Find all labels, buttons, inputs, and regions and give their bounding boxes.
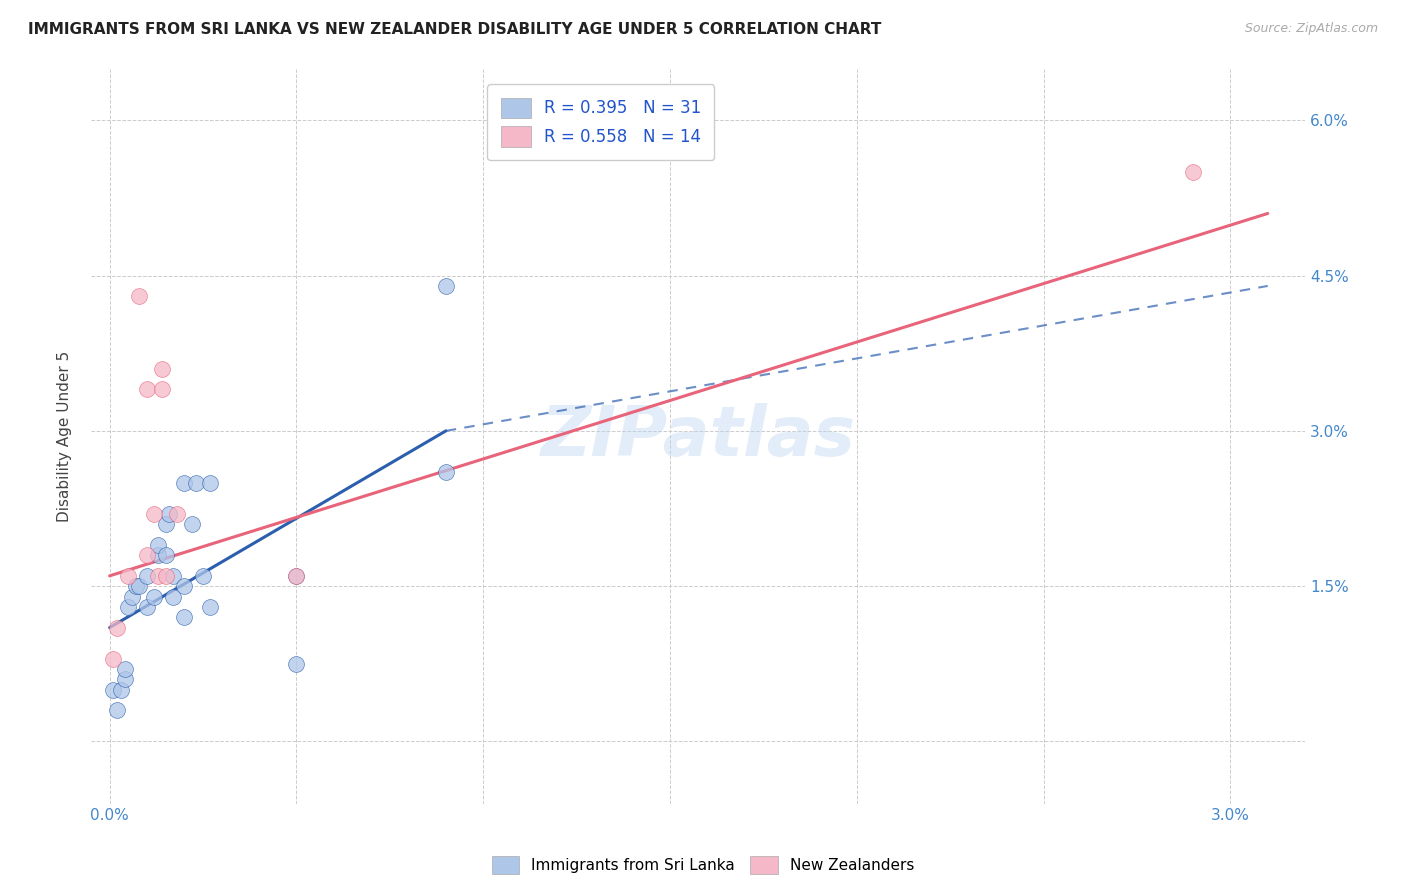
Point bbox=[110, 682, 132, 697]
Legend: R = 0.395   N = 31, R = 0.558   N = 14: R = 0.395 N = 31, R = 0.558 N = 14 bbox=[488, 84, 714, 160]
Point bbox=[155, 517, 177, 532]
Point bbox=[173, 475, 195, 490]
Point bbox=[121, 590, 143, 604]
Point bbox=[200, 475, 222, 490]
Point bbox=[191, 569, 214, 583]
Point bbox=[105, 703, 128, 717]
Point bbox=[103, 682, 125, 697]
Point bbox=[162, 569, 184, 583]
Point bbox=[184, 475, 207, 490]
Point bbox=[155, 569, 177, 583]
Point bbox=[166, 507, 188, 521]
Point bbox=[162, 590, 184, 604]
Point bbox=[150, 361, 173, 376]
Point bbox=[128, 289, 150, 303]
Point bbox=[117, 569, 139, 583]
Point bbox=[125, 579, 148, 593]
Point bbox=[285, 657, 308, 671]
Point bbox=[200, 599, 222, 614]
Text: ZIPatlas: ZIPatlas bbox=[540, 402, 855, 469]
Point bbox=[143, 590, 166, 604]
Legend: Immigrants from Sri Lanka, New Zealanders: Immigrants from Sri Lanka, New Zealander… bbox=[485, 850, 921, 880]
Point bbox=[128, 579, 150, 593]
Point bbox=[136, 548, 159, 562]
Point bbox=[150, 383, 173, 397]
Point bbox=[157, 507, 180, 521]
Point bbox=[114, 662, 136, 676]
Point bbox=[136, 569, 159, 583]
Point bbox=[155, 548, 177, 562]
Point bbox=[148, 538, 170, 552]
Point bbox=[117, 599, 139, 614]
Point bbox=[148, 569, 170, 583]
Point bbox=[103, 651, 125, 665]
Point bbox=[1182, 165, 1205, 179]
Point bbox=[434, 279, 457, 293]
Point bbox=[105, 621, 128, 635]
Text: IMMIGRANTS FROM SRI LANKA VS NEW ZEALANDER DISABILITY AGE UNDER 5 CORRELATION CH: IMMIGRANTS FROM SRI LANKA VS NEW ZEALAND… bbox=[28, 22, 882, 37]
Point bbox=[148, 548, 170, 562]
Point bbox=[434, 465, 457, 479]
Point bbox=[143, 507, 166, 521]
Point bbox=[114, 673, 136, 687]
Point bbox=[285, 569, 308, 583]
Point bbox=[173, 610, 195, 624]
Point bbox=[136, 383, 159, 397]
Point bbox=[173, 579, 195, 593]
Point bbox=[285, 569, 308, 583]
Point bbox=[136, 599, 159, 614]
Text: Source: ZipAtlas.com: Source: ZipAtlas.com bbox=[1244, 22, 1378, 36]
Point bbox=[180, 517, 202, 532]
Y-axis label: Disability Age Under 5: Disability Age Under 5 bbox=[58, 351, 72, 522]
